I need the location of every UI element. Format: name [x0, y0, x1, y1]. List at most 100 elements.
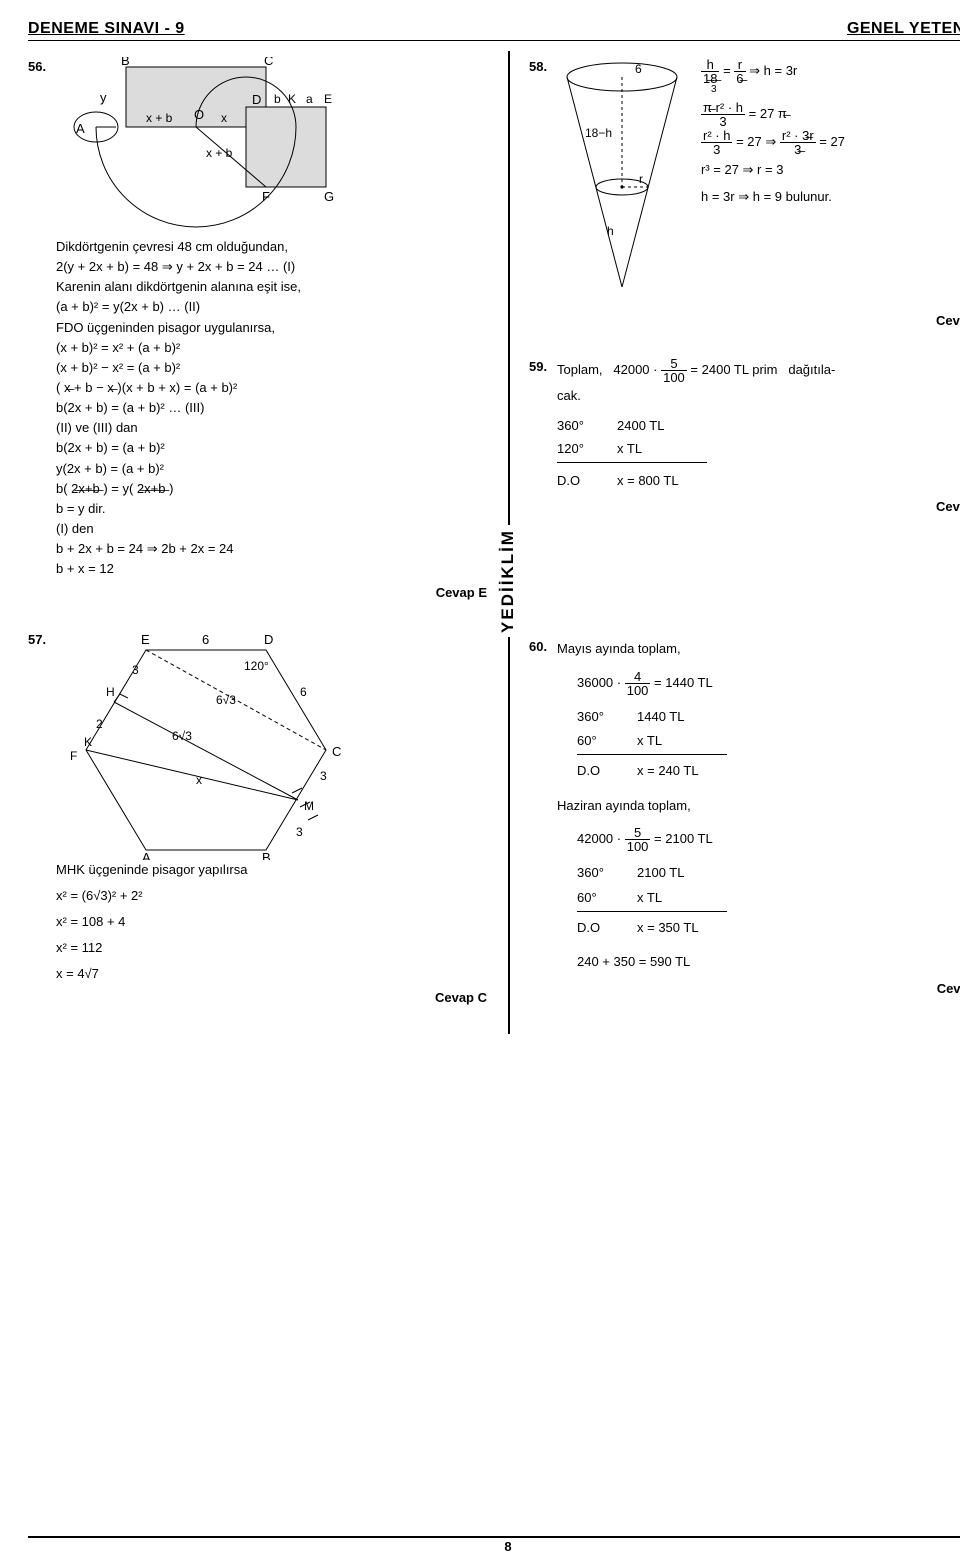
q56-line: FDO üçgeninden pisagor uygulanırsa,: [56, 318, 487, 338]
q58-eq1: h1̶8̶ = r6̶ ⇒ h = 3r 3: [701, 57, 845, 100]
q58-eq5: h = 3r ⇒ h = 9 bulunur.: [701, 183, 845, 210]
q56-line: (a + b)² = y(2x + b) … (II): [56, 297, 487, 317]
q59-line1b: cak.: [557, 384, 835, 407]
svg-text:h: h: [607, 224, 614, 238]
q60-f1: 36000 · 4100 = 1440 TL: [577, 670, 727, 697]
svg-text:120°: 120°: [244, 659, 269, 673]
q58-eq4: r³ = 27 ⇒ r = 3: [701, 156, 845, 183]
page: DENEME SINAVI - 9 GENEL YETENEK YEDİİKLİ…: [0, 0, 960, 1568]
svg-text:M: M: [304, 799, 314, 813]
q56-line: b + x = 12: [56, 559, 487, 579]
q56-line: (x + b)² = x² + (a + b)²: [56, 338, 487, 358]
q60-ratio2: 360°2100 TL 60°x TL: [577, 861, 727, 911]
q58-eqs: h1̶8̶ = r6̶ ⇒ h = 3r 3 π̶ r² · h3 = 27 π…: [701, 57, 845, 211]
svg-text:E: E: [324, 92, 332, 106]
svg-text:D: D: [252, 92, 261, 107]
svg-text:3: 3: [296, 825, 303, 839]
q56-header: 56. A B C y O x + b: [28, 57, 487, 237]
q59-ratiobox: 360°2400 TL 120°x TL: [557, 414, 707, 464]
page-rule: [28, 1536, 960, 1538]
svg-text:B: B: [121, 57, 130, 68]
svg-text:C: C: [264, 57, 273, 68]
question-56: 56. A B C y O x + b: [28, 57, 487, 604]
q56-line: Dikdörtgenin çevresi 48 cm olduğundan,: [56, 237, 487, 257]
q60-line1: Mayıs ayında toplam,: [557, 637, 727, 662]
svg-text:6√3: 6√3: [172, 729, 192, 743]
q57-line: MHK üçgeninde pisagor yapılırsa: [56, 860, 487, 880]
q60-sum: 240 + 350 = 590 TL: [577, 950, 727, 975]
question-58: 58. 6 18−h r h: [529, 57, 960, 331]
left-column: 56. A B C y O x + b: [28, 51, 507, 1034]
q59-number: 59.: [529, 357, 557, 377]
question-59: 59. Toplam, 42000 · 5100 = 2400 TL prim …: [529, 357, 960, 517]
svg-text:K: K: [84, 735, 92, 749]
svg-text:3: 3: [132, 663, 139, 677]
q56-line: (II) ve (III) dan: [56, 418, 487, 438]
page-number: 8: [504, 1539, 511, 1554]
q59-row: 59. Toplam, 42000 · 5100 = 2400 TL prim …: [529, 357, 960, 493]
svg-text:K: K: [288, 92, 296, 106]
q56-line: (I) den: [56, 519, 487, 539]
svg-text:A: A: [142, 850, 151, 860]
svg-text:x: x: [196, 773, 202, 787]
q57-answer: Cevap C: [28, 988, 487, 1008]
svg-text:x + b: x + b: [206, 146, 233, 160]
q60-answer: Cevap E: [529, 979, 960, 999]
q57-diagram: E D 6 3 H 2 K F 120° 6 6√3 6√3 C 3: [56, 630, 356, 860]
q58-eq3: r² · h3 = 27 ⇒ r² · 3̶r3̶ = 27: [701, 128, 845, 156]
q60-body: Mayıs ayında toplam, 36000 · 4100 = 1440…: [557, 637, 727, 975]
q60-number: 60.: [529, 637, 557, 657]
right-column: 58. 6 18−h r h: [507, 51, 960, 1034]
q56-line: y(2x + b) = (a + b)²: [56, 459, 487, 479]
q57-header: 57. E D 6 3 H: [28, 630, 487, 860]
q56-line: Karenin alanı dikdörtgenin alanına eşit …: [56, 277, 487, 297]
q58-eq2: π̶ r² · h3 = 27 π̶: [701, 100, 845, 128]
svg-text:x + b: x + b: [146, 111, 173, 125]
q60-do1: D.Ox = 240 TL: [577, 759, 727, 784]
svg-text:F: F: [70, 749, 77, 763]
q56-body: Dikdörtgenin çevresi 48 cm olduğundan, 2…: [56, 237, 487, 579]
svg-text:6√3: 6√3: [216, 693, 236, 707]
svg-text:O: O: [194, 107, 204, 122]
svg-text:x: x: [221, 111, 227, 125]
q56-line: b(2x + b) = (a + b)²: [56, 438, 487, 458]
q56-line: b(2x + b) = (a + b)² … (III): [56, 398, 487, 418]
q60-line2: Haziran ayında toplam,: [557, 794, 727, 819]
q58-answer: Cevap D: [529, 311, 960, 331]
header-left: DENEME SINAVI - 9: [28, 20, 185, 38]
q56-line: (x + b)² − x² = (a + b)²: [56, 358, 487, 378]
q56-line: ( x̶ + b − x̶ )(x + b + x) = (a + b)²: [56, 378, 487, 398]
q57-body: MHK üçgeninde pisagor yapılırsa x² = (6√…: [56, 860, 487, 985]
svg-text:6: 6: [202, 632, 209, 647]
q58-cone: 6 18−h r h: [557, 57, 687, 307]
q60-ratio1: 360°1440 TL 60°x TL: [577, 705, 727, 755]
q60-f2: 42000 · 5100 = 2100 TL: [577, 826, 727, 853]
q57-line: x² = (6√3)² + 2²: [56, 886, 487, 906]
svg-text:18−h: 18−h: [585, 126, 612, 140]
svg-text:E: E: [141, 632, 150, 647]
question-57: 57. E D 6 3 H: [28, 630, 487, 1009]
q56-line: b = y dir.: [56, 499, 487, 519]
q56-line: b + 2x + b = 24 ⇒ 2b + 2x = 24: [56, 539, 487, 559]
q59-r1: 360°2400 TL: [557, 414, 707, 437]
svg-text:H: H: [106, 685, 115, 699]
svg-text:A: A: [76, 121, 85, 136]
q59-r2: 120°x TL: [557, 437, 707, 460]
q59-answer: Cevap C: [529, 497, 960, 517]
svg-text:a: a: [306, 92, 313, 106]
q58-number: 58.: [529, 57, 557, 77]
svg-text:6: 6: [635, 62, 642, 76]
q58-row: 58. 6 18−h r h: [529, 57, 960, 307]
header-right: GENEL YETENEK: [847, 20, 960, 38]
q57-number: 57.: [28, 630, 56, 650]
q56-answer: Cevap E: [28, 583, 487, 603]
svg-text:r: r: [639, 172, 643, 186]
svg-text:G: G: [324, 189, 334, 204]
columns: YEDİİKLİM 56. A B: [28, 51, 960, 1034]
q57-line: x² = 108 + 4: [56, 912, 487, 932]
q57-line: x² = 112: [56, 938, 487, 958]
svg-text:b: b: [274, 92, 281, 106]
q59-body: Toplam, 42000 · 5100 = 2400 TL prim dağı…: [557, 357, 835, 493]
side-brand: YEDİİKLİM: [498, 525, 518, 637]
q56-line: 2(y + 2x + b) = 48 ⇒ y + 2x + b = 24 … (…: [56, 257, 487, 277]
